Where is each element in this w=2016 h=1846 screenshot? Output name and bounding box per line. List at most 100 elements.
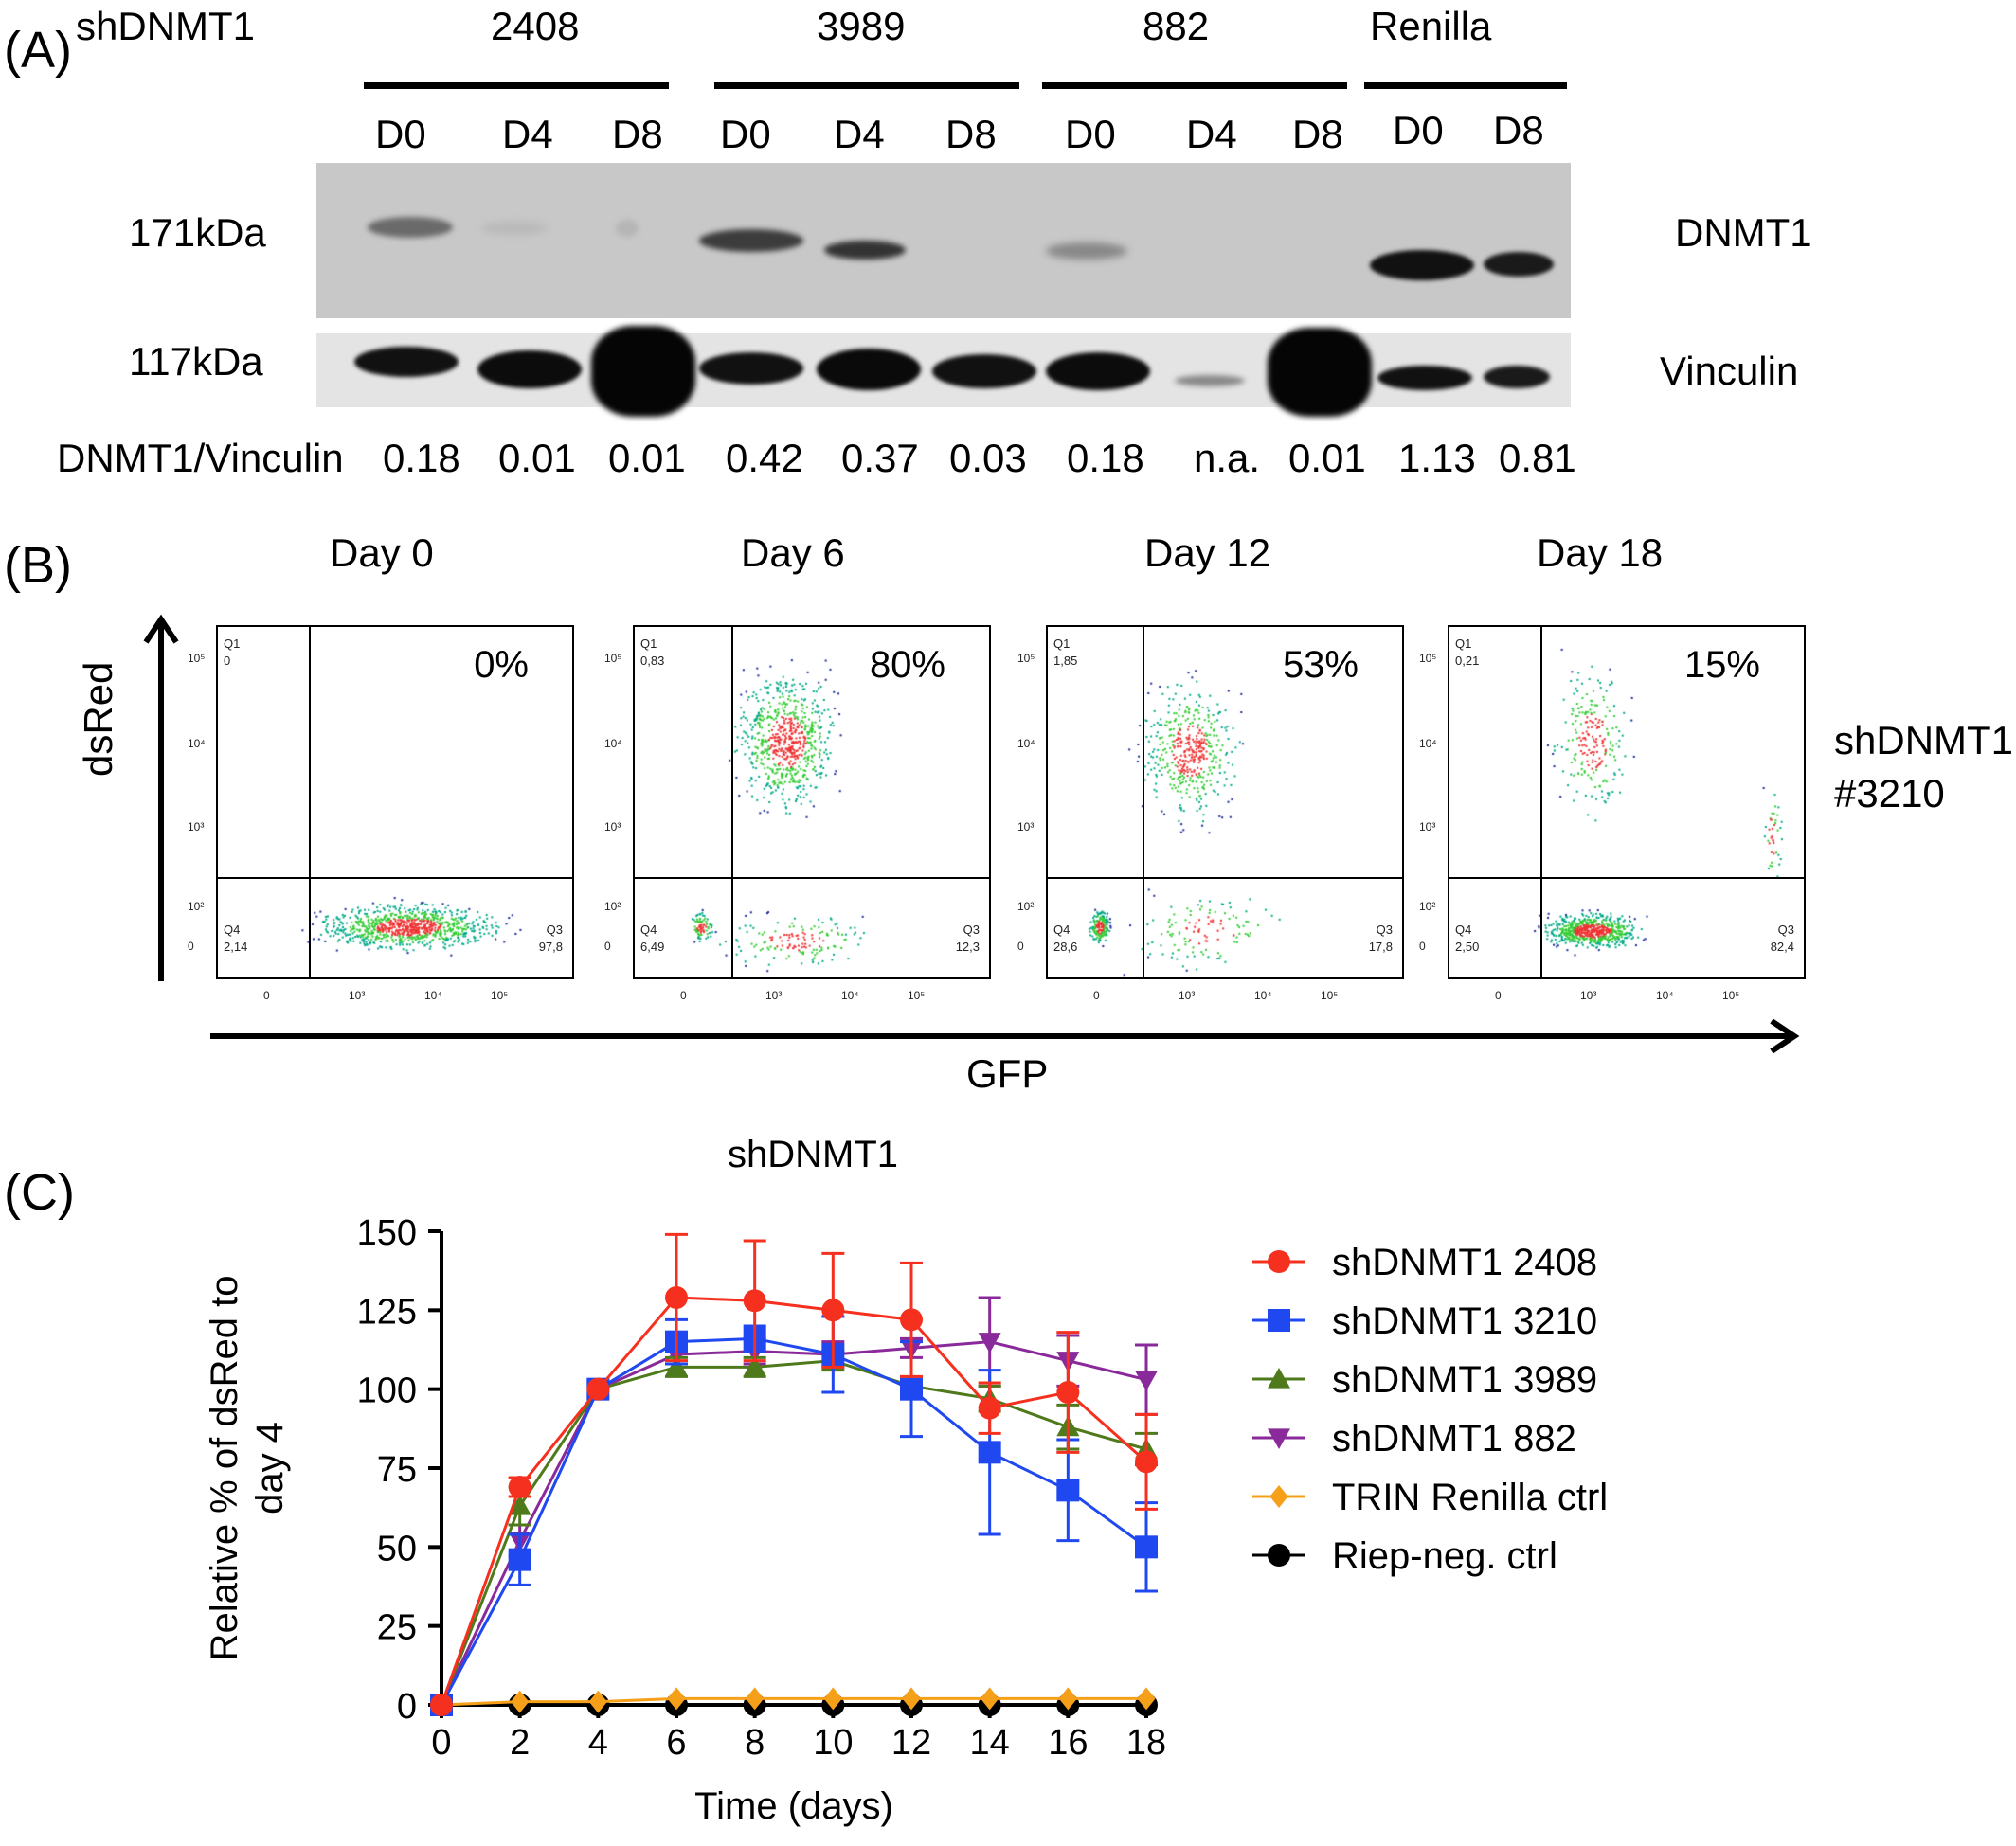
- lane-label: D8: [1493, 108, 1544, 152]
- y-tick-label: 10³: [188, 820, 205, 833]
- x-tick-label: 10⁵: [1722, 989, 1740, 1002]
- vinculin-band: [1484, 366, 1550, 388]
- vinculin-band: [932, 354, 1036, 388]
- data-point: [743, 1289, 766, 1313]
- legend-marker: [1269, 1485, 1288, 1508]
- data-point: [588, 1690, 607, 1713]
- y-axis-label: day 4: [249, 1422, 291, 1514]
- ratio-value: 0.01: [498, 436, 576, 480]
- y-tick-label: 125: [357, 1292, 417, 1332]
- y-tick-label: 0: [1017, 940, 1024, 953]
- x-axis-label: GFP: [966, 1051, 1049, 1096]
- x-tick-label: 6: [666, 1723, 686, 1763]
- percent-label: 53%: [1282, 644, 1359, 686]
- lane-label: D4: [834, 112, 885, 156]
- y-tick-label: 10⁴: [188, 737, 206, 750]
- series-line: [440, 1340, 1147, 1706]
- gate-vertical: [731, 627, 733, 977]
- quadrant-value: 6,49: [640, 940, 665, 954]
- data-point: [821, 1299, 845, 1322]
- x-axis-arrow: [210, 1018, 1800, 1054]
- quadrant-value: 0,83: [640, 654, 665, 668]
- facs-dots: [635, 627, 989, 977]
- y-tick-label: 10⁴: [1017, 737, 1035, 750]
- data-point: [508, 1495, 531, 1515]
- facs-plot: Q1 0,21 Q4 2,50 Q3 82,4 15%: [1448, 625, 1806, 979]
- facs-plot: Q1 1,85 Q4 28,6 Q3 17,8 53%: [1046, 625, 1404, 979]
- facs-dots: [218, 627, 572, 977]
- y-axis-label: Relative % of dsRed to: [204, 1276, 245, 1661]
- y-tick-label: 10²: [188, 900, 205, 913]
- gate-vertical: [1540, 627, 1542, 977]
- data-point: [978, 1333, 1001, 1353]
- x-tick-label: 10⁴: [1656, 989, 1674, 1002]
- percent-label: 0%: [474, 644, 529, 686]
- y-axis-arrow: [143, 614, 179, 981]
- x-tick-label: 0: [1093, 989, 1100, 1002]
- data-point: [511, 1690, 530, 1713]
- legend-label: shDNMT1 3210: [1332, 1300, 1597, 1342]
- lane-label: D0: [1393, 108, 1444, 152]
- vinculin-blot: [316, 326, 1571, 417]
- gate-horizontal: [1048, 877, 1402, 879]
- legend-label: shDNMT1 2408: [1332, 1242, 1597, 1283]
- x-tick-label: 10⁵: [1321, 989, 1339, 1002]
- data-point: [1135, 1450, 1158, 1474]
- ratio-value: 0.01: [1288, 436, 1366, 480]
- data-point: [1058, 1687, 1077, 1711]
- lane-label: D0: [1065, 112, 1116, 156]
- quadrant-label: Q4: [224, 923, 241, 937]
- data-point: [823, 1687, 842, 1711]
- dnmt1-band: [1484, 252, 1554, 277]
- series-line: [441, 1696, 1146, 1707]
- gate-horizontal: [218, 877, 572, 879]
- group-label-3989: 3989: [817, 4, 906, 48]
- side-label: #3210: [1834, 771, 1945, 815]
- data-point: [746, 1687, 765, 1711]
- lane-label: D8: [945, 112, 997, 156]
- day-label: Day 18: [1537, 530, 1664, 575]
- data-point: [665, 1286, 688, 1309]
- group-underline: [714, 82, 1019, 89]
- data-point: [981, 1687, 999, 1711]
- gate-vertical: [1143, 627, 1144, 977]
- y-tick-label: 0: [604, 940, 611, 953]
- data-point: [978, 1441, 1001, 1464]
- percent-label: 15%: [1683, 644, 1760, 686]
- protein-label-vinculin: Vinculin: [1660, 349, 1799, 393]
- vinculin-band: [1377, 366, 1472, 390]
- group-label-2408: 2408: [491, 4, 580, 48]
- facs-plot: Q1 0,83 Q4 6,49 Q3 12,3 80%: [633, 625, 991, 979]
- dnmt1-blot: [316, 163, 1571, 318]
- dnmt1-band: [616, 220, 639, 237]
- vinculin-band: [354, 347, 459, 377]
- y-tick-label: 50: [377, 1529, 417, 1568]
- y-tick-label: 10²: [1017, 900, 1035, 913]
- x-tick-label: 0: [431, 1723, 451, 1763]
- y-tick-label: 10⁵: [188, 652, 206, 665]
- quadrant-label: Q1: [640, 636, 657, 651]
- y-tick-label: 100: [357, 1371, 417, 1411]
- ratio-value: 0.42: [726, 436, 803, 480]
- y-tick-label: 10⁵: [1017, 652, 1035, 665]
- dnmt1-band: [824, 241, 906, 260]
- data-point: [508, 1476, 531, 1498]
- legend-marker: [1268, 1544, 1290, 1567]
- group-underline: [1364, 82, 1567, 89]
- data-point: [1137, 1687, 1156, 1711]
- data-point: [900, 1377, 923, 1401]
- lane-label: D4: [1186, 112, 1237, 156]
- data-point: [665, 1355, 688, 1376]
- quadrant-value: 12,3: [955, 940, 980, 954]
- legend-label: shDNMT1 3989: [1332, 1359, 1597, 1401]
- legend-marker: [1268, 1368, 1290, 1389]
- x-tick-label: 10: [813, 1723, 853, 1763]
- gate-vertical: [309, 627, 311, 977]
- x-tick-label: 10³: [1580, 989, 1597, 1002]
- data-point: [978, 1396, 1001, 1420]
- ratio-label: DNMT1/Vinculin: [57, 436, 344, 480]
- ratio-value: 0.18: [383, 436, 460, 480]
- vinculin-band: [699, 352, 803, 385]
- y-tick-label: 10³: [604, 820, 621, 833]
- data-point: [900, 1308, 923, 1332]
